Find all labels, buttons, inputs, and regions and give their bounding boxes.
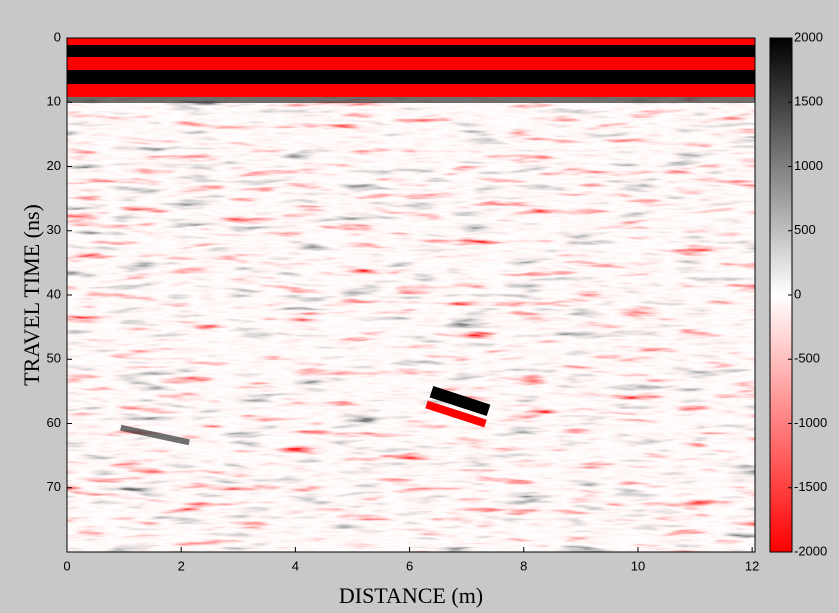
colorbar-tick-label: 0 <box>794 286 801 301</box>
y-tick-label: 70 <box>47 479 61 494</box>
x-tick-label: 10 <box>631 558 645 573</box>
x-tick-label: 6 <box>406 558 413 573</box>
y-tick-label: 20 <box>47 158 61 173</box>
x-tick-label: 4 <box>292 558 299 573</box>
colorbar-tick-label: -2000 <box>794 543 827 558</box>
colorbar-tick-label: 1000 <box>794 158 823 173</box>
x-tick-label: 8 <box>520 558 527 573</box>
y-tick-label: 10 <box>47 94 61 109</box>
y-tick-label: 0 <box>54 29 61 44</box>
y-tick-label: 40 <box>47 286 61 301</box>
colorbar-tick-label: 1500 <box>794 94 823 109</box>
x-axis-label: DISTANCE (m) <box>339 583 483 608</box>
y-axis-label: TRAVEL TIME (ns) <box>19 204 44 386</box>
y-tick-label: 50 <box>47 351 61 366</box>
x-tick-label: 2 <box>178 558 185 573</box>
colorbar-tick-label: -1000 <box>794 415 827 430</box>
y-tick-label: 30 <box>47 222 61 237</box>
x-tick-label: 0 <box>63 558 70 573</box>
y-tick-label: 60 <box>47 415 61 430</box>
x-tick-label: 12 <box>745 558 759 573</box>
colorbar-tick-label: 2000 <box>794 29 823 44</box>
colorbar-tick-label: -1500 <box>794 479 827 494</box>
colorbar-tick-label: 500 <box>794 222 816 237</box>
colorbar-tick-label: -500 <box>794 351 820 366</box>
radargram <box>67 38 755 552</box>
